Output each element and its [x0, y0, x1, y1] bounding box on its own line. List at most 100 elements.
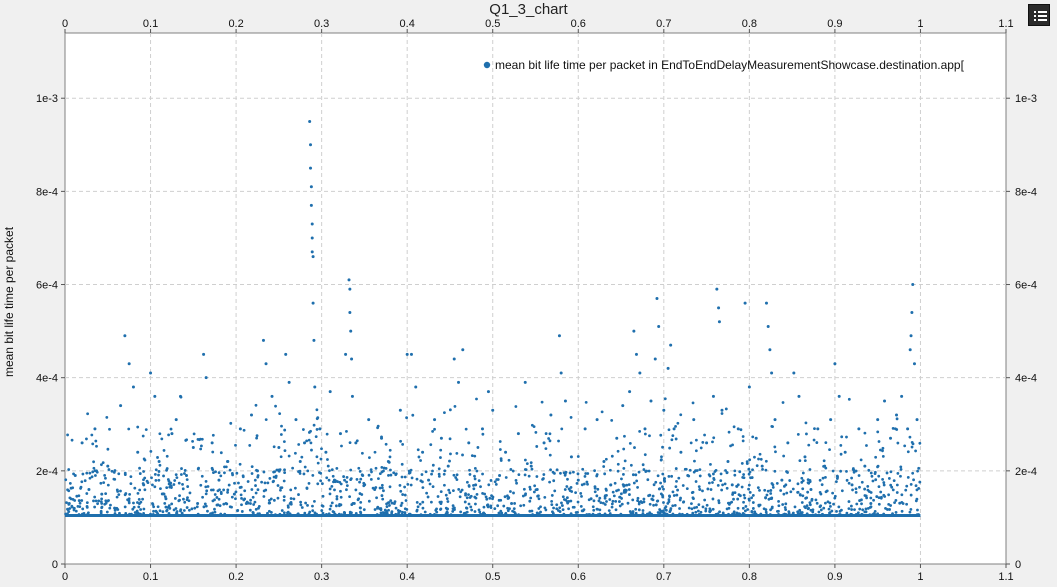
data-point: [224, 465, 228, 469]
data-point: [191, 446, 195, 450]
data-point: [798, 459, 802, 463]
data-point: [895, 483, 899, 487]
data-point: [196, 501, 200, 505]
data-point: [524, 468, 528, 472]
data-point: [175, 510, 179, 513]
data-point: [421, 500, 425, 504]
data-point: [328, 492, 332, 496]
data-point: [179, 395, 183, 399]
data-point: [694, 480, 698, 483]
data-point: [580, 509, 584, 513]
data-point: [882, 483, 886, 487]
data-point: [137, 505, 141, 509]
data-point: [328, 507, 332, 511]
data-point: [857, 474, 861, 477]
data-point: [381, 497, 385, 501]
data-point: [73, 499, 77, 502]
data-point: [759, 457, 763, 461]
data-point: [157, 470, 161, 473]
data-point: [667, 500, 671, 503]
data-point: [264, 362, 268, 366]
data-point: [826, 500, 830, 504]
data-point: [399, 439, 402, 443]
data-point: [792, 371, 796, 375]
data-point: [636, 496, 640, 500]
data-point: [151, 483, 154, 487]
data-point: [279, 455, 283, 459]
data-point: [403, 485, 407, 489]
data-point: [277, 446, 281, 450]
data-point: [369, 468, 373, 472]
data-point: [690, 491, 694, 495]
data-point: [600, 410, 604, 414]
data-point: [598, 508, 602, 512]
data-point: [464, 427, 468, 431]
data-point: [898, 501, 902, 505]
data-point: [297, 443, 301, 446]
data-point: [132, 505, 136, 509]
data-point: [272, 445, 276, 449]
data-point: [211, 450, 215, 454]
data-point: [602, 465, 606, 468]
data-point: [339, 495, 343, 499]
data-point: [736, 497, 740, 501]
data-point: [131, 507, 135, 511]
data-point: [751, 435, 755, 439]
data-point: [350, 394, 354, 398]
data-point: [679, 450, 683, 454]
data-point: [627, 483, 631, 487]
data-point: [327, 478, 331, 482]
data-point: [535, 475, 539, 478]
data-point: [716, 483, 720, 487]
data-point: [731, 493, 734, 496]
data-point: [369, 477, 373, 481]
data-point: [297, 493, 300, 496]
x-tick-label-top: 1: [917, 18, 923, 30]
data-point: [506, 509, 510, 513]
chart-menu-button[interactable]: [1028, 4, 1050, 26]
data-point: [152, 509, 155, 513]
data-point: [238, 486, 242, 489]
data-point: [306, 503, 309, 507]
data-point: [634, 473, 638, 477]
data-point: [782, 492, 786, 496]
data-point: [697, 485, 701, 489]
data-point: [711, 481, 714, 484]
data-point: [743, 301, 747, 305]
data-point: [384, 442, 388, 446]
data-point: [610, 502, 614, 506]
data-point: [354, 511, 358, 515]
data-point: [882, 493, 886, 497]
data-point: [94, 474, 97, 477]
data-point: [909, 482, 913, 486]
data-point: [855, 502, 859, 506]
data-point: [591, 505, 595, 509]
data-point: [499, 457, 503, 461]
data-point: [671, 434, 675, 437]
data-point: [801, 479, 805, 483]
data-point: [124, 492, 128, 495]
data-point: [417, 455, 421, 459]
data-point: [170, 432, 174, 436]
data-point: [576, 472, 580, 476]
data-point: [204, 376, 208, 380]
data-point: [673, 503, 677, 507]
data-point: [394, 473, 398, 477]
data-point: [108, 506, 112, 510]
data-point: [680, 512, 684, 516]
data-point: [132, 501, 135, 505]
data-point: [699, 510, 703, 514]
data-point: [433, 418, 437, 422]
data-point: [167, 433, 170, 437]
data-point: [717, 501, 721, 505]
data-point: [246, 501, 250, 505]
data-point: [857, 427, 861, 431]
data-point: [453, 404, 457, 408]
data-point: [236, 509, 239, 513]
data-point: [491, 408, 495, 412]
data-point: [766, 324, 770, 328]
data-point: [143, 488, 147, 492]
data-point: [869, 501, 873, 505]
data-point: [861, 508, 865, 512]
data-point: [636, 486, 639, 489]
